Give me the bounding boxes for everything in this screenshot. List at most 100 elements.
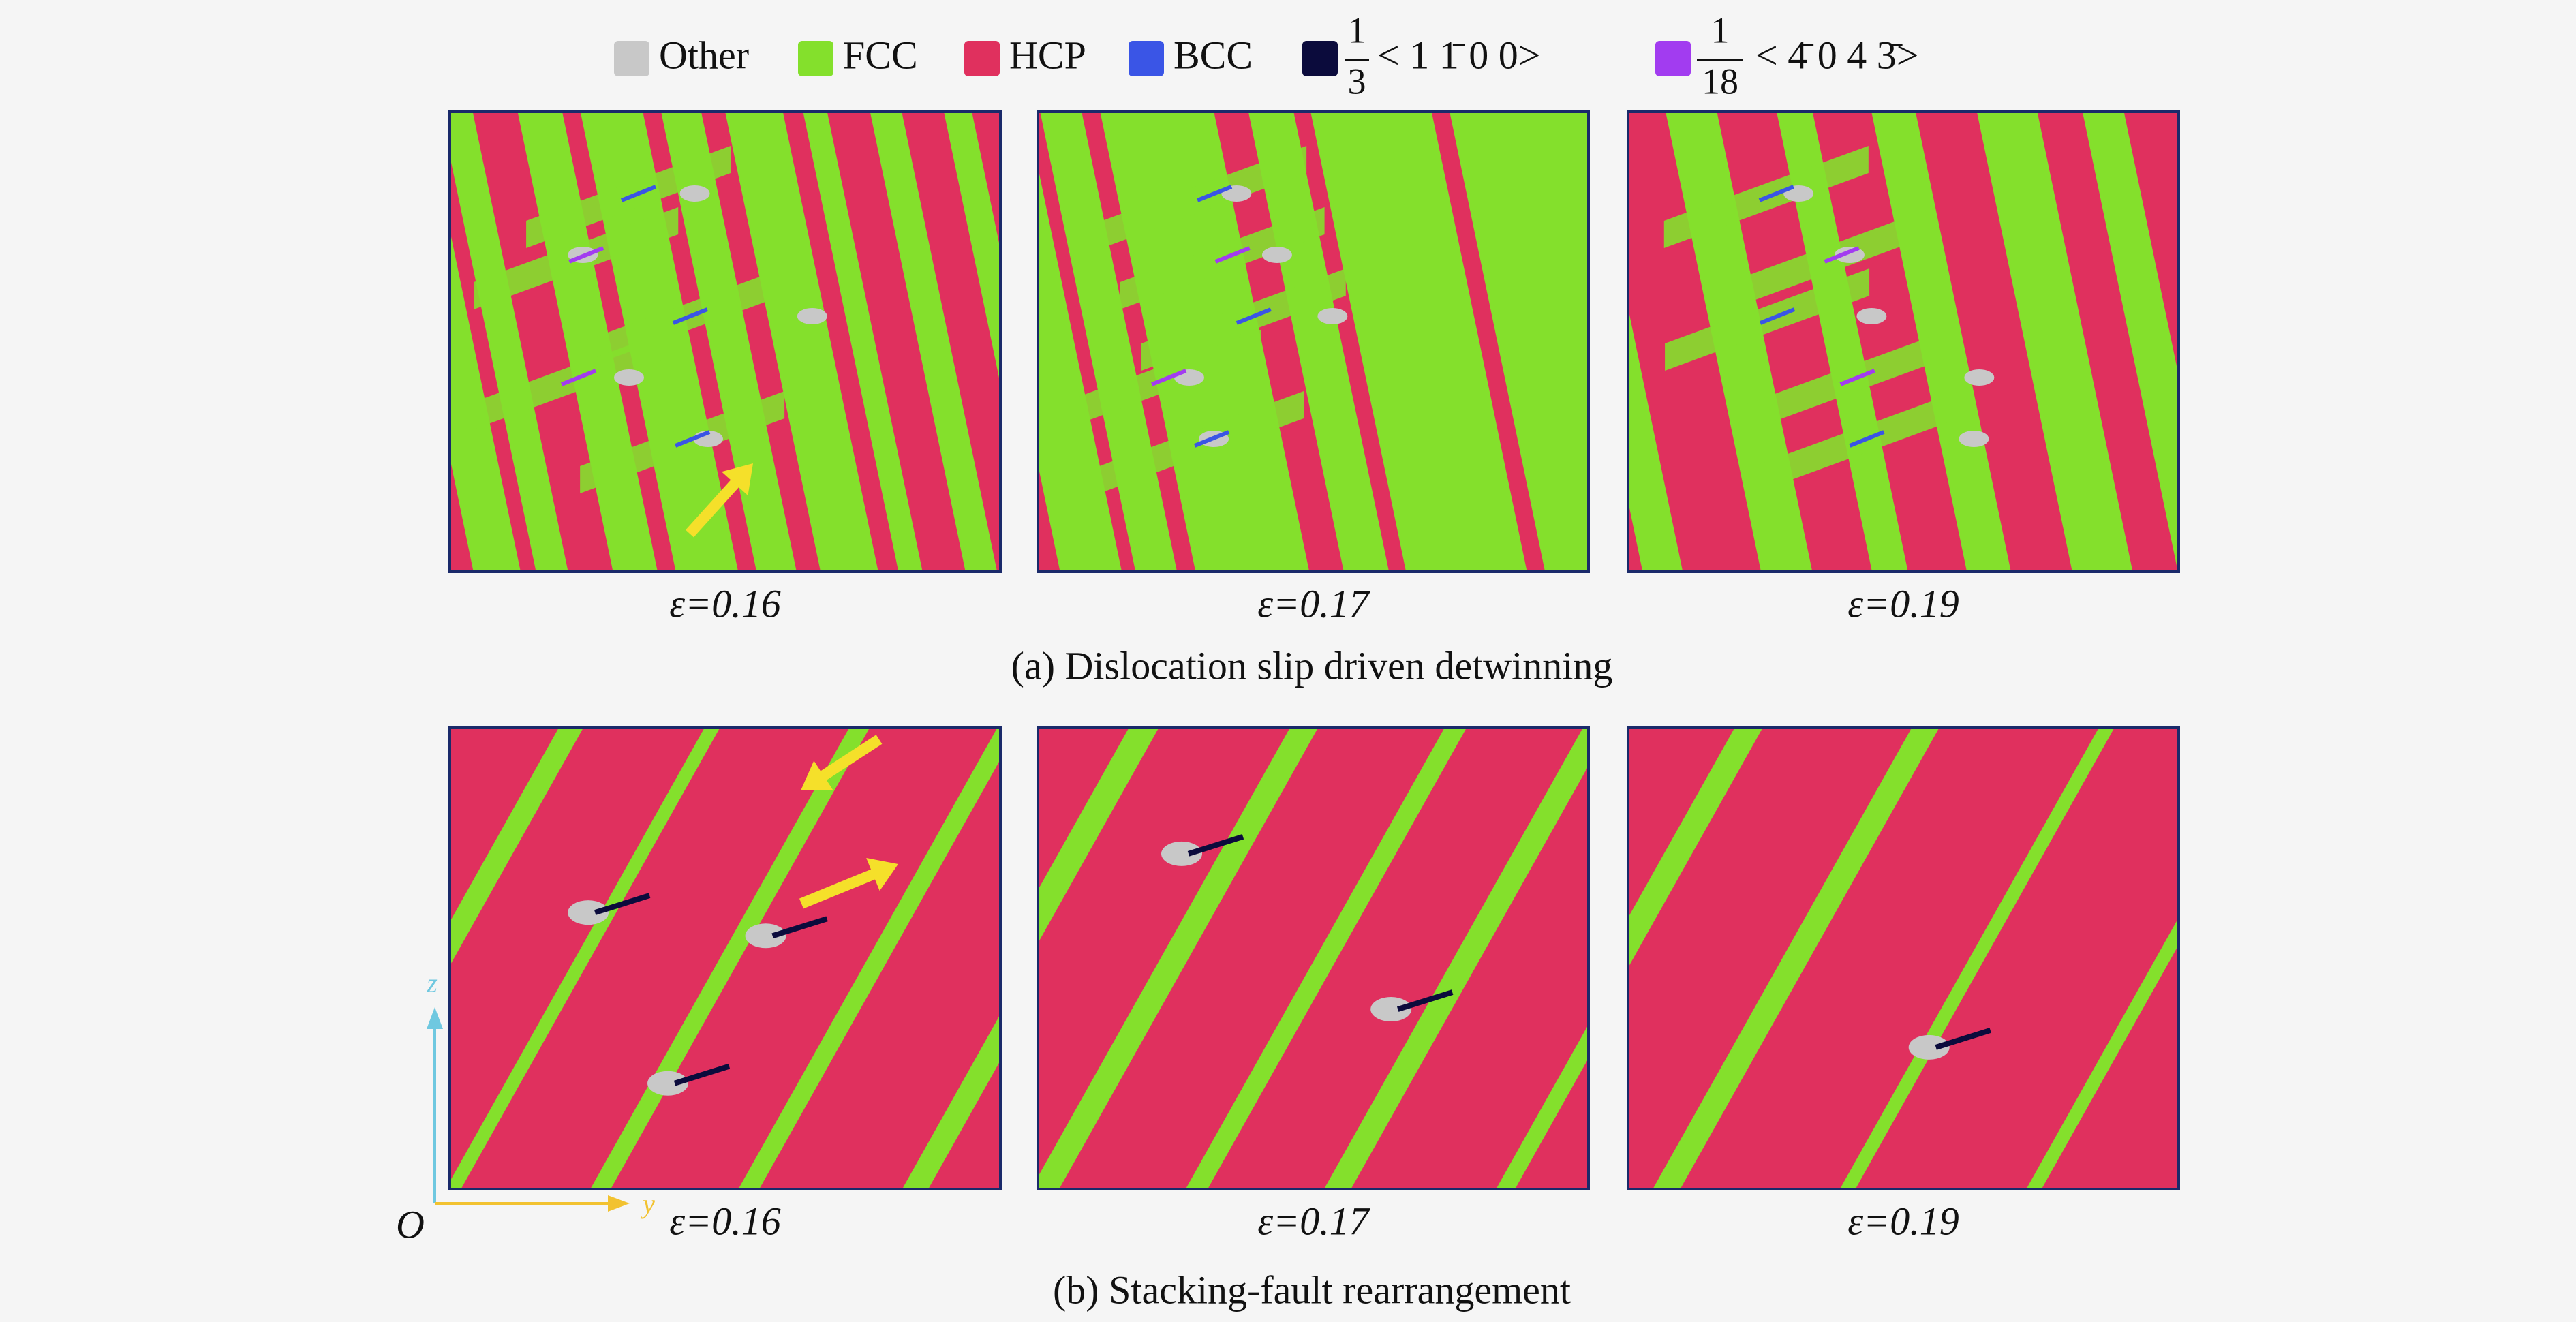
pointer-arrowhead [866,858,898,891]
caption: (b) Stacking-fault rearrangement [1053,1267,1571,1312]
dislocation [675,430,711,448]
dislocation [594,893,651,915]
panel-border [1627,110,2180,573]
fcc-band [450,728,720,1189]
fcc-band [1496,1024,1589,1189]
hcp-region [1038,728,1589,1189]
defect-atoms [1370,997,1412,1022]
fcc-band [738,728,1000,1189]
dislocation [1197,185,1233,202]
defect-atoms [568,900,609,925]
defect-atoms [679,185,710,202]
legend-label: < 1 1̄ 0 0> [1377,33,1540,77]
legend-denominator: 3 [1348,61,1366,102]
legend-swatch [614,41,649,76]
panel-border [1627,726,2180,1190]
fcc-band [661,112,797,572]
legend-swatch [798,41,833,76]
dislocation [1214,246,1251,264]
legend-label: BCC [1174,33,1253,77]
legend-numerator: 1 [1348,10,1366,50]
legend-denominator: 18 [1702,61,1738,102]
fcc-band [450,112,568,572]
fcc-band [1185,728,1467,1189]
legend-label: Other [659,33,749,77]
dislocation [1849,430,1885,448]
fcc-band [1976,112,2133,572]
origin-label: O [396,1202,425,1246]
dislocation [1935,1028,1991,1050]
fcc-band [1038,728,1319,1189]
dislocation [1839,369,1875,386]
snapshot [1038,112,1589,572]
pointer-arrow [686,474,743,538]
pointer-arrow [799,866,882,909]
defect-atoms [1908,1034,1950,1060]
dislocation [1236,307,1272,325]
panel-border [1037,110,1590,573]
dislocation [568,246,604,264]
dislocation [672,307,708,325]
fcc-band [1310,112,1485,572]
defect-atoms [613,369,644,386]
legend-swatch [1129,41,1164,76]
fcc-band [902,1014,1000,1189]
defect-atoms [745,923,786,949]
snapshot [1628,728,2179,1189]
fcc-band [1628,307,1683,572]
defect-atoms [1964,369,1995,386]
fcc-band [725,112,878,572]
dislocation [561,369,597,386]
fcc-band [450,230,521,572]
panels: ε=0.16 ε=0.17 ε=0.19 ε=0.16 ε=0.17 ε=0.19 [448,110,2180,1243]
legend-label: < 4̄ 0 4 3̄> [1755,33,1918,77]
panel-border [1037,726,1590,1190]
strain-label: ε=0.16 [669,1199,781,1243]
fcc-band [2082,112,2179,572]
dislocation [1759,307,1796,325]
fcc-band [803,112,923,572]
legend: Other FCC HCP BCC 1 3 < 1 1̄ 0 0> 1 18 < 4̄ 0 4 3… [614,10,1918,102]
dislocation [1193,430,1230,448]
z-label: z [426,968,438,998]
fcc-band [1323,728,1589,1189]
defect-atoms [1856,308,1887,324]
defect-atoms [1317,308,1348,324]
defect-atoms [1161,841,1202,866]
snapshot [1038,728,1589,1189]
fcc-band [1839,728,2115,1189]
fcc-band [1776,112,1908,572]
legend-swatch [964,41,1000,76]
dislocation [1758,185,1794,202]
pointer-arrow [814,735,883,784]
dislocation [771,916,828,939]
legend-label: HCP [1009,33,1086,77]
legend-swatch [1655,41,1691,76]
defect-atoms [797,308,827,324]
dislocation [1187,834,1244,857]
fcc-band [944,112,1000,384]
z-arrowhead [427,1007,443,1029]
fcc-band [1038,728,1159,943]
y-label: y [640,1188,655,1219]
dislocation [1396,989,1454,1012]
fcc-band [1038,167,1122,572]
fcc-band [450,728,583,966]
fcc-band [1628,728,1763,968]
y-arrowhead [608,1195,630,1212]
dislocation [1151,369,1187,386]
dislocation [620,185,657,202]
fcc-band [870,112,998,572]
caption: (a) Dislocation slip driven detwinning [1011,643,1613,688]
pointer-arrowhead [801,760,833,790]
strain-label: ε=0.19 [1847,581,1959,626]
dislocation [1824,246,1860,264]
panel-border [448,726,1002,1190]
fcc-band [1523,112,1589,427]
snapshot [450,728,1000,1189]
legend-numerator: 1 [1711,10,1730,50]
dislocation [673,1063,731,1086]
fcc-band [1385,112,1527,572]
fcc-band [2026,917,2179,1189]
